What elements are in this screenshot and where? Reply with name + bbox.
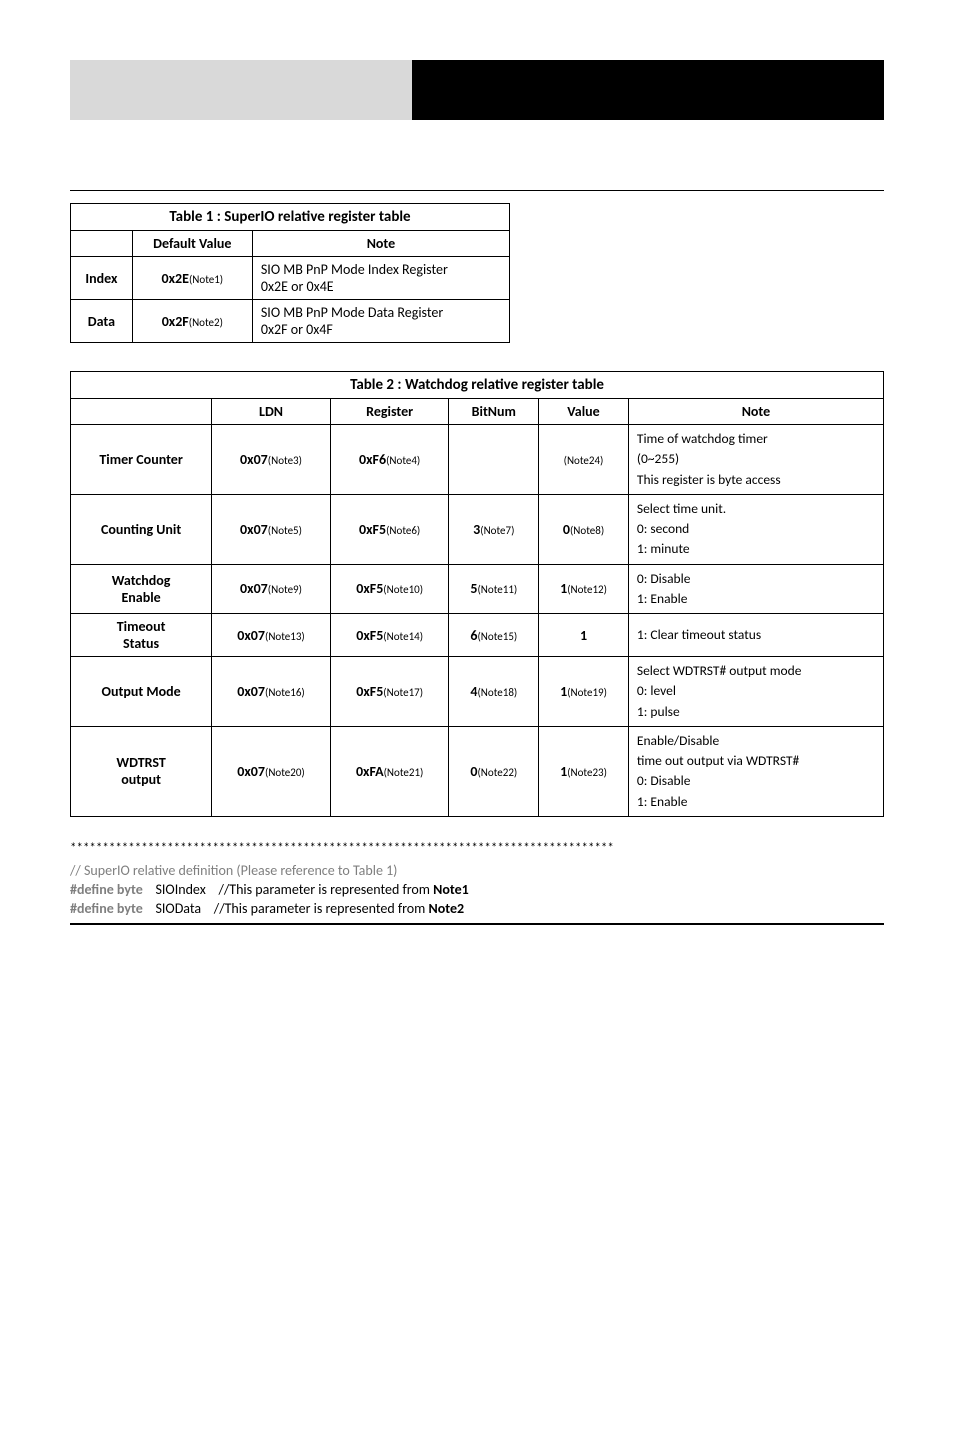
value-cell: 1 — [539, 614, 629, 657]
ldn-cell: 0x07(Note5) — [212, 494, 331, 564]
table2-bitnum-header: BitNum — [449, 399, 539, 425]
superio-register-table: Table 1 : SuperIO relative register tabl… — [70, 203, 510, 343]
table-row: WatchdogEnable0x07(Note9)0xF5(Note10)5(N… — [71, 564, 884, 614]
table-row: Data 0x2F(Note2) SIO MB PnP Mode Data Re… — [71, 300, 510, 343]
table-row: WDTRSToutput0x07(Note20)0xFA(Note21)0(No… — [71, 726, 884, 816]
table2-ldn-header: LDN — [212, 399, 331, 425]
bitnum-cell: 0(Note22) — [449, 726, 539, 816]
note-cell: 0: Disable1: Enable — [628, 564, 883, 614]
row-label: WatchdogEnable — [71, 564, 212, 614]
note-text: SIO MB PnP Mode Data Register — [261, 304, 501, 321]
register-cell: 0xF5(Note6) — [330, 494, 449, 564]
note-cell: Select time unit.0: second1: minute — [628, 494, 883, 564]
register-cell: 0xF5(Note10) — [330, 564, 449, 614]
table1-title: Table 1 : SuperIO relative register tabl… — [71, 204, 510, 231]
table-row: Counting Unit0x07(Note5)0xF5(Note6)3(Not… — [71, 494, 884, 564]
value-cell: 0(Note8) — [539, 494, 629, 564]
register-cell: 0xFA(Note21) — [330, 726, 449, 816]
inline-comment: //This parameter is represented from — [214, 900, 429, 917]
table1-row-note: SIO MB PnP Mode Index Register 0x2E or 0… — [252, 257, 509, 300]
note-ref: (Note1) — [189, 273, 223, 286]
table1-default-header: Default Value — [132, 231, 252, 257]
note-ref: (Note2) — [189, 316, 223, 329]
table1-row-label: Index — [71, 257, 133, 300]
ldn-cell: 0x07(Note16) — [212, 657, 331, 727]
value-cell: (Note24) — [539, 425, 629, 495]
table1-row-label: Data — [71, 300, 133, 343]
register-cell: 0xF5(Note14) — [330, 614, 449, 657]
keyword: #define byte — [70, 900, 143, 917]
register-cell: 0xF5(Note17) — [330, 657, 449, 727]
document-page: Table 1 : SuperIO relative register tabl… — [0, 0, 954, 965]
note-cell: Time of watchdog timer(0~255)This regist… — [628, 425, 883, 495]
table2-title: Table 2 : Watchdog relative register tab… — [71, 372, 884, 399]
code-line: #define byte SIOIndex //This parameter i… — [70, 881, 884, 898]
bitnum-cell: 6(Note15) — [449, 614, 539, 657]
row-label: Output Mode — [71, 657, 212, 727]
row-label: Counting Unit — [71, 494, 212, 564]
row-label: TimeoutStatus — [71, 614, 212, 657]
table-row: Index 0x2E(Note1) SIO MB PnP Mode Index … — [71, 257, 510, 300]
code-line: #define byte SIOData //This parameter is… — [70, 900, 884, 917]
table1-blank-header — [71, 231, 133, 257]
table-row: Output Mode0x07(Note16)0xF5(Note17)4(Not… — [71, 657, 884, 727]
header-left-block — [70, 60, 412, 120]
asterisk-separator: ****************************************… — [70, 841, 884, 856]
bitnum-cell — [449, 425, 539, 495]
ldn-cell: 0x07(Note9) — [212, 564, 331, 614]
row-label: Timer Counter — [71, 425, 212, 495]
note-text: 0x2F or 0x4F — [261, 321, 501, 338]
horizontal-rule — [70, 190, 884, 191]
note-ref-bold: Note1 — [433, 881, 469, 898]
value-cell: 1(Note23) — [539, 726, 629, 816]
table-row: TimeoutStatus0x07(Note13)0xF5(Note14)6(N… — [71, 614, 884, 657]
footer-rule — [70, 923, 884, 925]
bitnum-cell: 5(Note11) — [449, 564, 539, 614]
table1-row-value: 0x2F(Note2) — [132, 300, 252, 343]
note-text: 0x2E or 0x4E — [261, 278, 501, 295]
header-bar — [70, 60, 884, 120]
table2-blank-header — [71, 399, 212, 425]
note-text: SIO MB PnP Mode Index Register — [261, 261, 501, 278]
table-row: Timer Counter0x07(Note3)0xF6(Note4) (Note… — [71, 425, 884, 495]
ldn-cell: 0x07(Note20) — [212, 726, 331, 816]
note-cell: Select WDTRST# output mode0: level1: pul… — [628, 657, 883, 727]
row-label: WDTRSToutput — [71, 726, 212, 816]
table1-row-note: SIO MB PnP Mode Data Register 0x2F or 0x… — [252, 300, 509, 343]
note-ref-bold: Note2 — [429, 900, 465, 917]
value-cell: 1(Note12) — [539, 564, 629, 614]
table2-register-header: Register — [330, 399, 449, 425]
hex-value: 0x2E — [162, 270, 189, 287]
value-cell: 1(Note19) — [539, 657, 629, 727]
inline-comment: //This parameter is represented from — [218, 881, 433, 898]
table1-row-value: 0x2E(Note1) — [132, 257, 252, 300]
table2-value-header: Value — [539, 399, 629, 425]
header-right-block — [412, 60, 884, 120]
ldn-cell: 0x07(Note13) — [212, 614, 331, 657]
note-cell: Enable/Disabletime out output via WDTRST… — [628, 726, 883, 816]
table2-note-header: Note — [628, 399, 883, 425]
table1-note-header: Note — [252, 231, 509, 257]
register-cell: 0xF6(Note4) — [330, 425, 449, 495]
hex-value: 0x2F — [162, 313, 189, 330]
code-comment: // SuperIO relative definition (Please r… — [70, 862, 884, 879]
ldn-cell: 0x07(Note3) — [212, 425, 331, 495]
watchdog-register-table: Table 2 : Watchdog relative register tab… — [70, 371, 884, 817]
bitnum-cell: 4(Note18) — [449, 657, 539, 727]
keyword: #define byte — [70, 881, 143, 898]
bitnum-cell: 3(Note7) — [449, 494, 539, 564]
identifier: SIOData — [155, 900, 201, 917]
note-cell: 1: Clear timeout status — [628, 614, 883, 657]
identifier: SIOIndex — [155, 881, 205, 898]
